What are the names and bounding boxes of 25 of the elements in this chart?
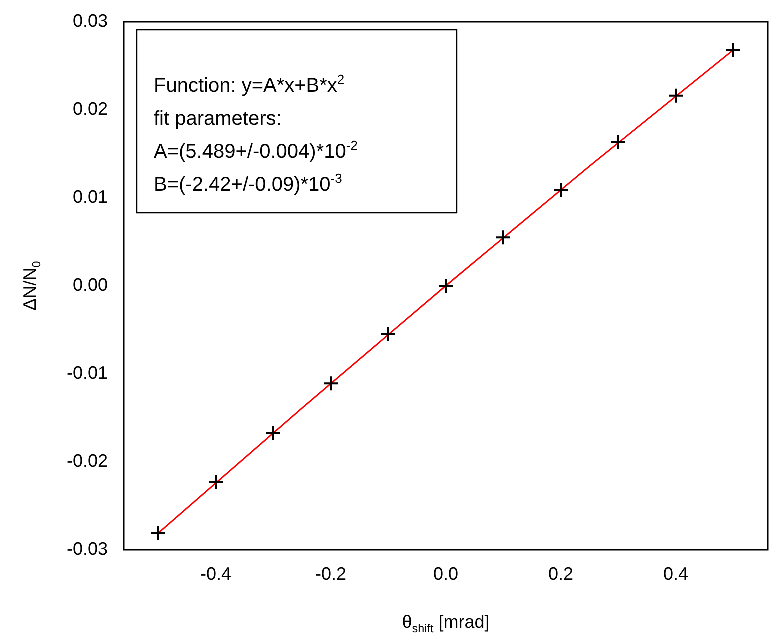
x-tick-label: 0.4 (663, 564, 689, 584)
point (496, 230, 512, 246)
y-tick-label: -0.02 (66, 450, 108, 471)
point (726, 42, 742, 58)
point (380, 326, 396, 342)
y-tick-label: 0.02 (72, 98, 108, 119)
point (438, 278, 454, 294)
x-tick-label: -0.2 (315, 564, 347, 584)
point (668, 88, 684, 104)
point (266, 424, 282, 441)
point (553, 182, 569, 198)
x-tick-label: 0.0 (433, 564, 459, 584)
point (208, 474, 224, 490)
y-tick-label: -0.03 (66, 538, 108, 559)
annotation: fit parameters: (154, 108, 282, 130)
y-tick-label: 0.03 (72, 10, 108, 31)
point (323, 376, 339, 392)
y-tick-label: 0.00 (72, 274, 108, 295)
y-tick-label: 0.01 (72, 186, 108, 207)
y-tick-label: -0.01 (66, 362, 108, 383)
x-tick-label: 0.2 (548, 564, 574, 584)
y-axis-title: ΔN/N0 (20, 260, 44, 311)
point (610, 134, 626, 151)
point (150, 525, 166, 542)
x-tick-label: -0.4 (200, 564, 232, 584)
